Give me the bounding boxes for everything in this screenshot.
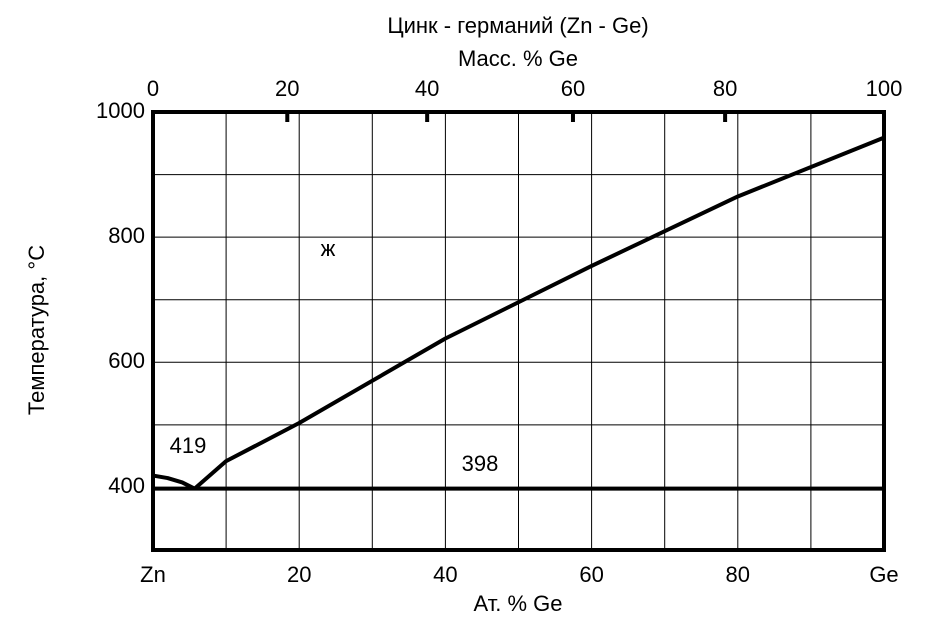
x-tick-label: 20 [287, 562, 311, 587]
x-tick-label: 60 [579, 562, 603, 587]
x-tick-label: 80 [726, 562, 750, 587]
x2-tick-label: 100 [866, 76, 903, 101]
x-axis-label: Ат. % Ge [473, 591, 562, 616]
y-tick-label: 800 [108, 223, 145, 248]
phase-line [193, 135, 885, 491]
y-tick-label: 400 [108, 473, 145, 498]
x2-tick-label: 80 [713, 76, 737, 101]
x2-tick-label: 0 [147, 76, 159, 101]
annotation: ж [321, 236, 336, 261]
x2-tick-label: 20 [275, 76, 299, 101]
y-axis-label: Температура, °C [24, 245, 49, 415]
chart-title: Цинк - германий (Zn - Ge) [387, 13, 648, 38]
x-tick-label: Ge [869, 562, 898, 587]
annotation: 398 [462, 451, 499, 476]
plot-frame [151, 110, 886, 552]
x2-tick-label: 40 [415, 76, 439, 101]
x2-axis-label: Масс. % Ge [458, 46, 578, 71]
x-tick-label: Zn [140, 562, 166, 587]
x-tick-label: 40 [433, 562, 457, 587]
annotation: 419 [170, 433, 207, 458]
x2-tick-label: 60 [561, 76, 585, 101]
y-tick-label: 1000 [96, 98, 145, 123]
y-tick-label: 600 [108, 348, 145, 373]
phase-line [152, 473, 196, 491]
